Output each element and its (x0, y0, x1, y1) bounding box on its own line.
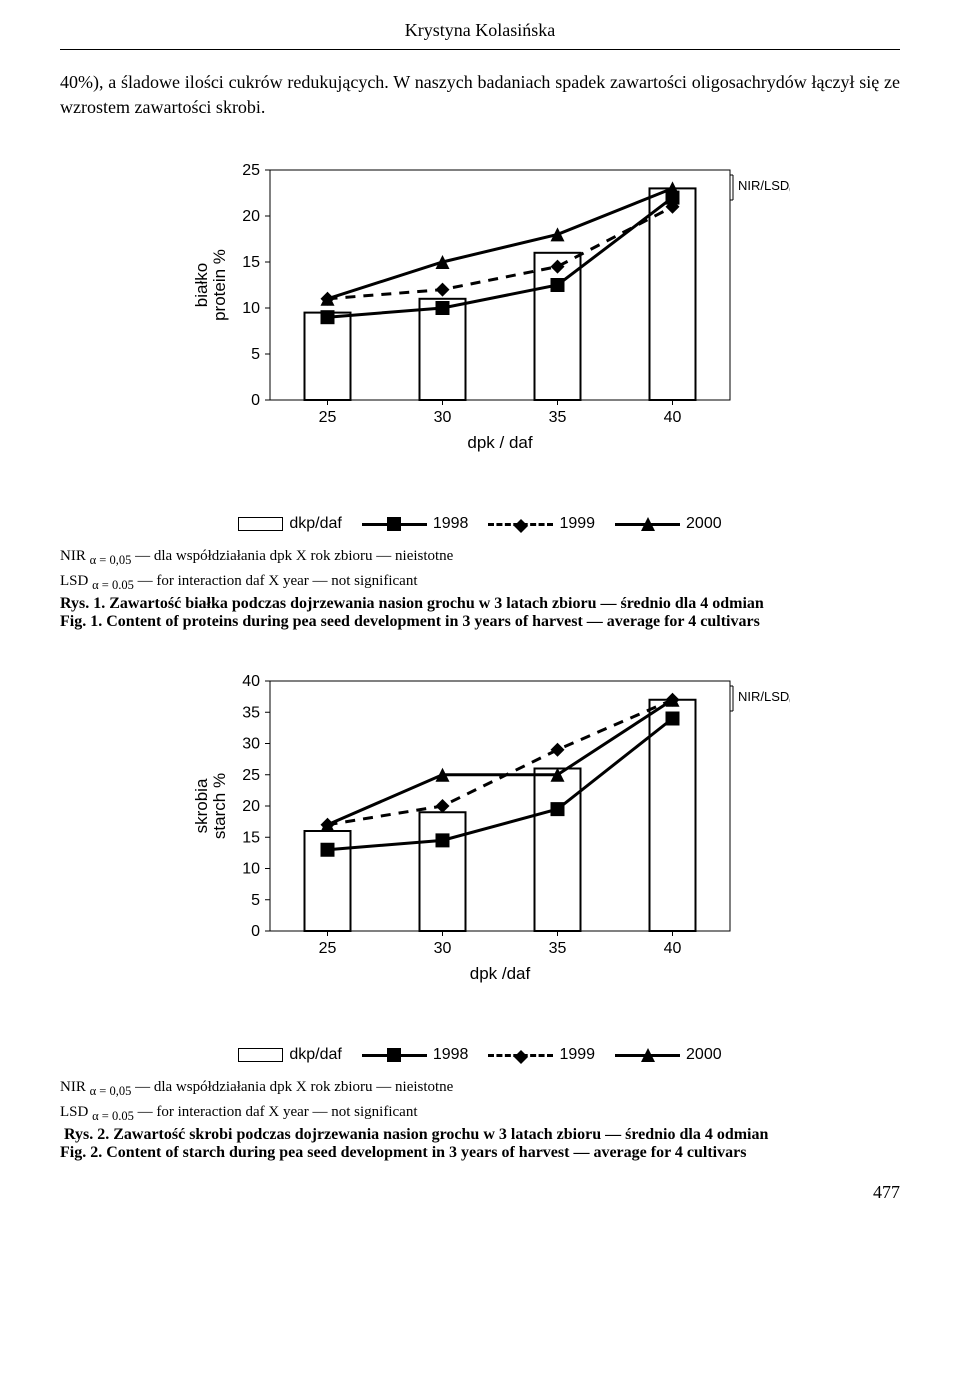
svg-text:NIR/LSD0,05= 4,0: NIR/LSD0,05= 4,0 (738, 689, 790, 707)
svg-text:40: 40 (664, 940, 682, 957)
svg-text:25: 25 (319, 409, 337, 426)
legend-line-icon (488, 1054, 553, 1057)
legend-label: dkp/daf (289, 1046, 341, 1064)
svg-text:25: 25 (242, 767, 260, 784)
legend-line-icon (488, 523, 553, 526)
svg-text:40: 40 (242, 673, 260, 690)
svg-text:NIR/LSD0,05 =2,6: NIR/LSD0,05 =2,6 (738, 178, 790, 196)
legend-item: 1999 (488, 515, 595, 533)
svg-text:skrobiastarch %: skrobiastarch % (192, 773, 229, 839)
note-2-nir: NIR α = 0,05 — dla współdziałania dpk X … (60, 1079, 900, 1099)
svg-text:0: 0 (251, 392, 260, 409)
svg-text:25: 25 (319, 940, 337, 957)
legend-label: 1998 (433, 1046, 469, 1064)
chart-starch: 0 5 10 15 20 25 30 35 40 25 30 35 40 skrobiastarch % d… (60, 661, 900, 1021)
page-number: 477 (60, 1182, 900, 1203)
header-divider (60, 49, 900, 50)
svg-text:35: 35 (549, 940, 567, 957)
legend-item: 1998 (362, 1046, 469, 1064)
svg-text:15: 15 (242, 254, 260, 271)
svg-text:10: 10 (242, 861, 260, 878)
note-2-lsd: LSD α = 0.05 — for interaction daf X yea… (60, 1104, 900, 1124)
legend-2: dkp/daf 1998 1999 2000 (60, 1046, 900, 1064)
legend-item: 1998 (362, 515, 469, 533)
svg-text:30: 30 (434, 940, 452, 957)
svg-text:35: 35 (549, 409, 567, 426)
legend-label: 1999 (559, 515, 595, 533)
svg-text:5: 5 (251, 346, 260, 363)
note-1-lsd: LSD α = 0.05 — for interaction daf X yea… (60, 573, 900, 593)
legend-label: 1998 (433, 515, 469, 533)
note-1-nir: NIR α = 0,05 — dla współdziałania dpk X … (60, 548, 900, 568)
svg-text:5: 5 (251, 892, 260, 909)
legend-label: dkp/daf (289, 515, 341, 533)
svg-text:30: 30 (434, 409, 452, 426)
legend-box-icon (238, 517, 283, 531)
legend-label: 2000 (686, 515, 722, 533)
intro-paragraph: 40%), a śladowe ilości cukrów redukujący… (60, 70, 900, 120)
legend-box-icon (238, 1048, 283, 1062)
svg-text:40: 40 (664, 409, 682, 426)
svg-text:35: 35 (242, 705, 260, 722)
legend-label: 2000 (686, 1046, 722, 1064)
chart-protein: 0 5 10 15 20 25 25 30 35 40 białkoprotein % dpk / d… (60, 150, 900, 490)
legend-line-icon (362, 1054, 427, 1057)
legend-item: 2000 (615, 1046, 722, 1064)
legend-label: 1999 (559, 1046, 595, 1064)
svg-text:10: 10 (242, 300, 260, 317)
legend-line-icon (615, 1054, 680, 1057)
chart-svg: 0 5 10 15 20 25 30 35 40 25 30 35 40 skrobiastarch % d… (170, 661, 790, 1021)
legend-item: dkp/daf (238, 515, 341, 533)
caption-1: Rys. 1. Zawartość białka podczas dojrzew… (60, 595, 900, 631)
legend-line-icon (615, 523, 680, 526)
svg-text:dpk / daf: dpk / daf (467, 433, 532, 452)
legend-item: dkp/daf (238, 1046, 341, 1064)
legend-1: dkp/daf 1998 1999 2000 (60, 515, 900, 533)
svg-text:20: 20 (242, 208, 260, 225)
svg-text:15: 15 (242, 830, 260, 847)
svg-text:30: 30 (242, 736, 260, 753)
page-header: Krystyna Kolasińska (60, 20, 900, 41)
chart-svg: 0 5 10 15 20 25 25 30 35 40 białkoprotein % dpk / d… (170, 150, 790, 490)
svg-text:20: 20 (242, 798, 260, 815)
svg-text:25: 25 (242, 162, 260, 179)
svg-text:białkoprotein %: białkoprotein % (192, 249, 229, 321)
legend-line-icon (362, 523, 427, 526)
legend-item: 1999 (488, 1046, 595, 1064)
svg-text:0: 0 (251, 923, 260, 940)
legend-item: 2000 (615, 515, 722, 533)
caption-2: Rys. 2. Zawartość skrobi podczas dojrzew… (60, 1126, 900, 1162)
svg-text:dpk /daf: dpk /daf (470, 964, 531, 983)
